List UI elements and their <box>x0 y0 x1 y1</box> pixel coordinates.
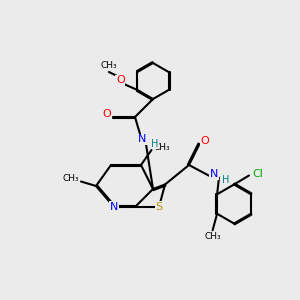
Text: CH₃: CH₃ <box>154 142 170 152</box>
Text: H: H <box>222 175 230 185</box>
Text: N: N <box>138 134 147 145</box>
Text: CH₃: CH₃ <box>100 61 117 70</box>
Text: O: O <box>103 109 112 119</box>
Text: H: H <box>151 139 158 149</box>
Text: N: N <box>210 169 218 179</box>
Text: CH₃: CH₃ <box>62 174 79 183</box>
Text: O: O <box>200 136 209 146</box>
Text: Cl: Cl <box>252 169 263 179</box>
Text: S: S <box>155 202 163 212</box>
Text: N: N <box>110 202 118 212</box>
Text: CH₃: CH₃ <box>204 232 221 241</box>
Text: O: O <box>116 75 125 85</box>
